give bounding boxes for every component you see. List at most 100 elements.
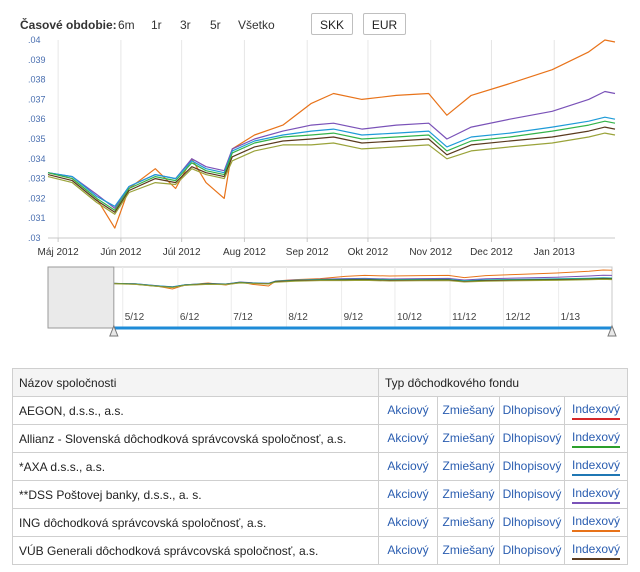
company-name: Allianz - Slovenská dôchodková správcovs… [12,424,379,453]
fund-link-indexovy[interactable]: Indexový [572,458,621,476]
table-row: AEGON, d.s.s., a.s. Akciový Zmiešaný Dlhopi… [12,396,629,425]
y-tick-label: .037 [28,94,46,104]
y-tick-label: .036 [28,114,46,124]
fund-type-cell: Dlhopisový [499,424,565,453]
currency-eur-button[interactable]: EUR [363,13,406,35]
fund-link-zmiesany[interactable]: Zmiešaný [442,430,495,445]
fund-link-akciovy[interactable]: Akciový [387,458,429,473]
x-tick-label: Máj 2012 [38,247,80,258]
navigator[interactable]: 5/12 6/12 7/12 8/12 9/12 10/12 11/12 12/12 1/13 [47,266,617,337]
period-all-button[interactable]: Všetko [238,18,275,32]
navigator-unselected-area [47,266,115,329]
navigator-tick-label: 1/13 [561,312,581,323]
chart: .03 .031 .032 .033 .034 .035 .036 .037 .038 .039.… [28,35,617,337]
fund-link-zmiesany[interactable]: Zmiešaný [442,514,495,529]
navigator-right-handle[interactable] [607,324,617,337]
period-1r-button[interactable]: 1r [151,18,162,32]
fund-link-indexovy[interactable]: Indexový [572,542,621,560]
fund-type-cell: Akciový [378,424,438,453]
x-tick-label: Nov 2012 [409,247,452,258]
fund-type-header: Typ dôchodkového fondu [377,368,629,397]
fund-type-cell: Akciový [378,452,438,481]
fund-link-indexovy[interactable]: Indexový [572,486,621,504]
y-tick-label: .04 [28,35,41,45]
navigator-tick-label: 5/12 [125,312,145,323]
period-6m-button[interactable]: 6m [118,18,135,32]
fund-link-dlhopisovy[interactable]: Dlhopisový [502,542,562,557]
navigator-tick-label: 8/12 [288,312,308,323]
fund-link-indexovy[interactable]: Indexový [572,514,621,532]
fund-link-dlhopisovy[interactable]: Dlhopisový [502,430,562,445]
fund-type-cell: Zmiešaný [437,480,500,509]
fund-link-akciovy[interactable]: Akciový [387,514,429,529]
x-tick-label: Aug 2012 [223,247,266,258]
table-header-row: Názov spoločnosti Typ dôchodkového fondu [12,368,629,397]
x-tick-label: Sep 2012 [286,247,329,258]
fund-type-cell: Indexový [563,396,629,425]
y-tick-label: .031 [28,213,46,223]
fund-link-dlhopisovy[interactable]: Dlhopisový [502,486,562,501]
navigator-tick-label: 10/12 [397,312,422,323]
company-name: VÚB Generali dôchodková správcovská spol… [12,536,379,565]
navigator-frame [47,266,613,329]
table-row: *AXA d.s.s., a.s. Akciový Zmiešaný Dlhopiso… [12,452,629,481]
x-tick-label: Jan 2013 [534,247,576,258]
x-tick-label: Júl 2012 [163,247,201,258]
fund-type-cell: Akciový [378,536,438,565]
fund-type-cell: Indexový [563,508,629,537]
fund-type-cell: Zmiešaný [437,452,500,481]
fund-link-zmiesany[interactable]: Zmiešaný [442,486,495,501]
fund-type-cell: Indexový [563,424,629,453]
fund-link-dlhopisovy[interactable]: Dlhopisový [502,458,562,473]
fund-type-cell: Dlhopisový [499,508,565,537]
fund-type-cell: Akciový [378,508,438,537]
fund-link-zmiesany[interactable]: Zmiešaný [442,458,495,473]
toolbar: Časové obdobie: 6m 1r 3r 5r Všetko SKK E… [0,0,640,40]
y-tick-label: .032 [28,193,46,203]
fund-link-akciovy[interactable]: Akciový [387,542,429,557]
company-name: *AXA d.s.s., a.s. [12,452,379,481]
navigator-series-line [113,278,613,289]
currency-skk-button[interactable]: SKK [311,13,353,35]
table-row: VÚB Generali dôchodková správcovská spol… [12,536,629,565]
fund-link-akciovy[interactable]: Akciový [387,402,429,417]
company-name: ING dôchodková správcovská spoločnosť, a… [12,508,379,537]
fund-link-zmiesany[interactable]: Zmiešaný [442,542,495,557]
series-line-5 [47,132,616,215]
fund-link-dlhopisovy[interactable]: Dlhopisový [502,514,562,529]
fund-type-cell: Dlhopisový [499,480,565,509]
series-line-3 [47,120,616,211]
x-tick-label: Jún 2012 [100,247,142,258]
fund-type-cell: Dlhopisový [499,396,565,425]
navigator-tick-label: 6/12 [180,312,200,323]
main-chart-series [47,39,616,229]
navigator-tick-label: 7/12 [233,312,253,323]
fund-link-indexovy[interactable]: Indexový [572,402,621,420]
navigator-left-handle[interactable] [109,324,119,337]
period-5r-button[interactable]: 5r [210,18,221,32]
main-y-axis: .03 .031 .032 .033 .034 .035 .036 .037 .038 .039.… [28,35,46,243]
fund-link-zmiesany[interactable]: Zmiešaný [442,402,495,417]
table-row: **DSS Poštovej banky, d.s.s., a. s. Akcio… [12,480,629,509]
y-tick-label: .034 [28,154,46,164]
fund-type-cell: Dlhopisový [499,536,565,565]
fund-type-cell: Zmiešaný [437,536,500,565]
fund-type-cell: Zmiešaný [437,396,500,425]
navigator-tick-label: 11/12 [452,312,477,323]
company-name-header: Názov spoločnosti [12,368,379,397]
navigator-tick-label: 9/12 [344,312,364,323]
fund-type-cell: Akciový [378,396,438,425]
fund-link-dlhopisovy[interactable]: Dlhopisový [502,402,562,417]
period-label: Časové obdobie: [20,18,117,32]
fund-link-akciovy[interactable]: Akciový [387,430,429,445]
y-tick-label: .039 [28,55,46,65]
main-x-axis: Máj 2012 Jún 2012 Júl 2012 Aug 2012 Sep 2012… [38,238,576,258]
fund-type-cell: Indexový [563,536,629,565]
fund-link-akciovy[interactable]: Akciový [387,486,429,501]
fund-type-cell: Zmiešaný [437,508,500,537]
fund-link-indexovy[interactable]: Indexový [572,430,621,448]
y-tick-label: .035 [28,134,46,144]
fund-table: Názov spoločnosti Typ dôchodkového fondu… [12,368,629,565]
x-tick-label: Okt 2012 [348,247,389,258]
period-3r-button[interactable]: 3r [180,18,191,32]
